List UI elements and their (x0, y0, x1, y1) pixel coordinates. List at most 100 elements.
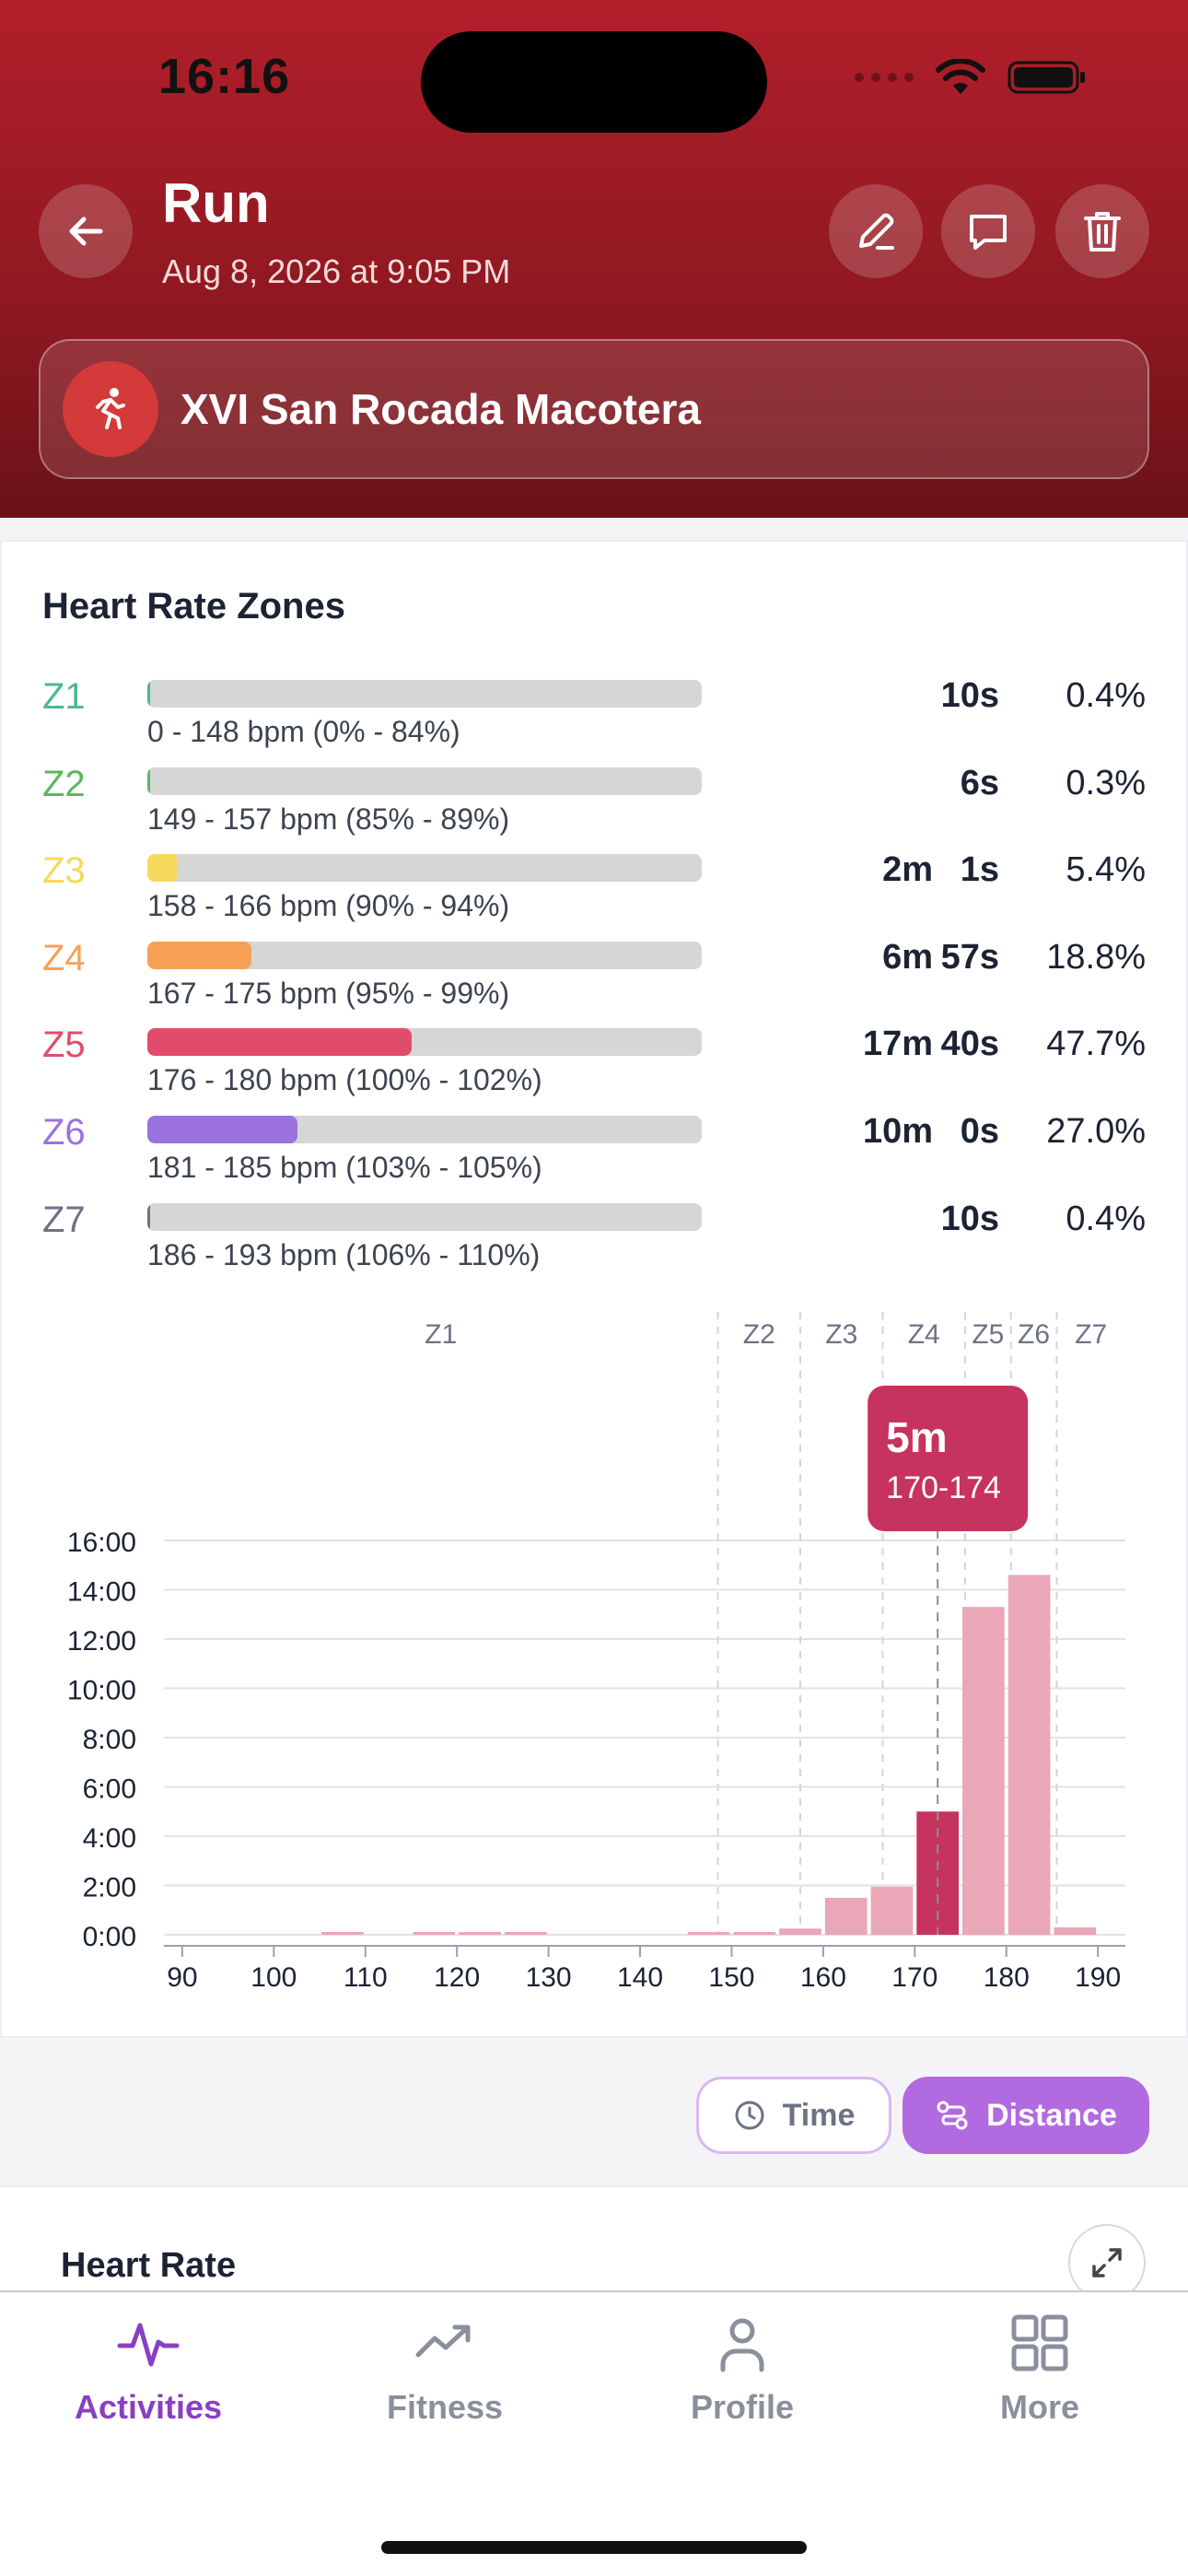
zone-time-minutes: 2m (882, 850, 933, 890)
histogram-bar (962, 1607, 1005, 1935)
tab-more-label: More (999, 2388, 1079, 2426)
tooltip-range: 170-174 (886, 1470, 1001, 1505)
tab-fitness[interactable]: Fitness (297, 2314, 593, 2427)
histogram-bar (687, 1932, 730, 1935)
route-icon (937, 2101, 968, 2130)
zone-row-z7: Z7 186 - 193 bpm (106% - 110%) 10s 0.4% (0, 1200, 1188, 1286)
zone-label: Z3 (42, 850, 86, 892)
tab-bar (0, 2290, 1188, 2576)
zone-bar-fill (147, 1028, 413, 1057)
pencil-icon (859, 213, 894, 250)
zone-time: 10s (933, 1200, 999, 1239)
expand-button[interactable] (1068, 2224, 1146, 2301)
home-indicator (381, 2541, 807, 2554)
zone-percent: 0.4% (1066, 1199, 1146, 1238)
x-tick-label: 140 (617, 1962, 663, 1993)
zone-time: 6m 57s (882, 938, 999, 978)
activity-date: Aug 8, 2026 at 9:05 PM (162, 252, 511, 290)
y-tick-label: 16:00 (67, 1528, 136, 1558)
hr-zones-title: Heart Rate Zones (42, 586, 345, 626)
x-tick-label: 120 (434, 1962, 480, 1993)
back-button[interactable] (39, 184, 133, 278)
runner-icon (96, 388, 125, 429)
status-time: 16:16 (158, 49, 291, 104)
status-icons (855, 59, 1087, 96)
zone-time: 2m 1s (882, 850, 999, 890)
tab-activities[interactable]: Activities (0, 2314, 297, 2427)
zone-range: 186 - 193 bpm (106% - 110%) (147, 1237, 541, 1271)
zone-time-minutes: 6m (882, 937, 933, 977)
zone-label: Z4 (42, 937, 86, 978)
chart-zone-label: Z7 (1075, 1319, 1107, 1350)
zone-bar-fill (147, 941, 252, 969)
zone-row-z1: Z1 0 - 148 bpm (0% - 84%) 10s 0.4% (0, 676, 1188, 763)
zone-row-z4: Z4 167 - 175 bpm (95% - 99%) 6m 57s 18.8% (0, 938, 1188, 1025)
x-tick-label: 190 (1075, 1962, 1121, 1993)
distance-toggle-label: Distance (986, 2097, 1117, 2133)
zone-time-seconds: 10s (940, 676, 999, 715)
x-tick-label: 150 (708, 1962, 754, 1993)
zone-range: 167 - 175 bpm (95% - 99%) (147, 976, 510, 1010)
histogram-bar (504, 1932, 547, 1935)
x-tick-label: 100 (250, 1962, 297, 1993)
event-card[interactable]: XVI San Rocada Macotera (39, 339, 1149, 479)
zone-time-seconds: 1s (960, 850, 999, 890)
tab-activities-label: Activities (74, 2388, 223, 2426)
distance-toggle-button[interactable]: Distance (903, 2077, 1149, 2154)
zone-time-seconds: 57s (940, 937, 999, 977)
histogram-bar (824, 1897, 868, 1935)
zone-time-seconds: 0s (960, 1112, 999, 1151)
trash-icon (1084, 212, 1121, 252)
time-toggle-label: Time (782, 2097, 856, 2133)
chart-zone-label: Z2 (743, 1319, 775, 1350)
zone-range: 176 - 180 bpm (100% - 102%) (147, 1063, 542, 1097)
histogram-bar (733, 1932, 776, 1935)
zone-range: 0 - 148 bpm (0% - 84%) (147, 715, 460, 748)
heart-rate-title: Heart Rate (61, 2246, 237, 2285)
zone-percent: 18.8% (1046, 937, 1146, 977)
x-tick-label: 170 (891, 1962, 938, 1993)
wifi-icon (936, 59, 985, 94)
event-badge (63, 361, 158, 457)
heart-rate-card (0, 2185, 1188, 2296)
activity-header: 16:16 Run Aug 8, 2026 at 9:05 PM (0, 0, 1188, 518)
zone-bar-fill (147, 767, 150, 795)
zone-range: 149 - 157 bpm (85% - 89%) (147, 802, 510, 836)
x-tick-label: 130 (526, 1962, 572, 1993)
dynamic-island (421, 31, 767, 133)
histogram-bar (459, 1932, 501, 1935)
y-tick-label: 12:00 (67, 1626, 136, 1657)
chat-bubble-icon (970, 215, 1007, 250)
zone-time: 17m 40s (863, 1025, 999, 1064)
zone-time-minutes: 17m (862, 1025, 933, 1064)
zone-label: Z2 (42, 763, 86, 804)
y-tick-label: 0:00 (83, 1922, 136, 1952)
zone-time: 6s (933, 764, 999, 803)
y-tick-label: 10:00 (67, 1676, 136, 1706)
trend-up-icon (415, 2324, 471, 2358)
histogram-bar (1007, 1575, 1051, 1935)
time-toggle-button[interactable]: Time (696, 2077, 891, 2154)
tab-profile[interactable]: Profile (594, 2314, 891, 2427)
chart-zone-label: Z5 (972, 1319, 1004, 1350)
zone-percent: 0.4% (1066, 676, 1146, 715)
zone-bar-track (147, 854, 702, 883)
x-tick-label: 180 (984, 1962, 1030, 1993)
zone-bar-fill (147, 854, 178, 883)
histogram-bar (413, 1932, 456, 1935)
histogram-bar (870, 1886, 914, 1935)
x-tick-label: 90 (167, 1962, 197, 1993)
x-tick-label: 160 (800, 1962, 846, 1993)
zone-time-minutes: 10m (862, 1112, 933, 1151)
histogram-bar (779, 1928, 821, 1935)
y-tick-label: 4:00 (83, 1823, 136, 1854)
chart-zone-label: Z6 (1018, 1319, 1050, 1350)
battery-icon (1007, 61, 1085, 94)
zone-bar-fill (147, 680, 150, 708)
zone-time: 10m 0s (863, 1112, 999, 1152)
delete-button[interactable] (1055, 184, 1149, 278)
tab-more[interactable]: More (891, 2314, 1188, 2427)
zone-row-z2: Z2 149 - 157 bpm (85% - 89%) 6s 0.3% (0, 764, 1188, 850)
comment-button[interactable] (941, 184, 1035, 278)
edit-button[interactable] (829, 184, 923, 278)
